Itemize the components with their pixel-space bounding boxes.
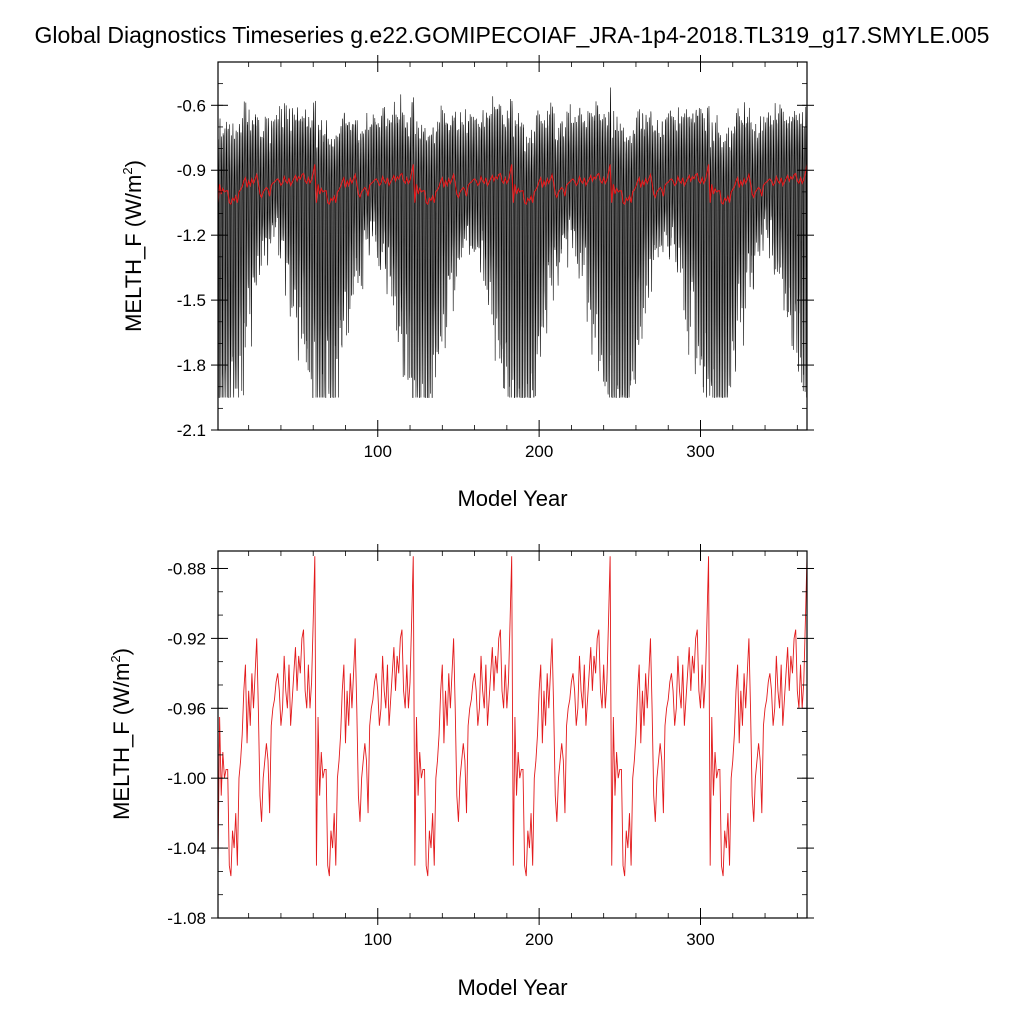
y-tick-label: -0.92: [167, 629, 206, 648]
y-tick-label: -2.1: [177, 421, 206, 440]
bottom-panel-y-axis-label-superscript: 2: [108, 655, 123, 662]
y-tick-label: -1.8: [177, 356, 206, 375]
bottom-panel-y-axis-label-main: MELTH_F (W/m: [109, 663, 134, 820]
top-panel-traces: [218, 87, 807, 398]
y-tick-label: -0.6: [177, 96, 206, 115]
y-tick-label: -1.08: [167, 909, 206, 928]
x-tick-label: 200: [525, 442, 553, 461]
top-panel-x-axis-label: Model Year: [457, 486, 567, 511]
bottom-panel-frame: [217, 550, 808, 919]
bottom-panel-ticks: 100 200 300 -1.08 -1.04 -1.00 -0.96 -0.92 -0.88: [167, 544, 814, 949]
chart-title: Global Diagnostics Timeseries g.e22.GOMI…: [34, 22, 990, 48]
top-panel-y-axis-label: MELTH_F (W/m2): [120, 160, 146, 332]
top-panel-ticks: 100 200 300 -2.1 -1.8 -1.5 -1.2 -0.9 -0.6: [177, 55, 814, 461]
x-tick-label: 100: [364, 442, 392, 461]
bottom-panel-y-axis-label-close: ): [109, 648, 134, 655]
y-tick-label: -1.00: [167, 769, 206, 788]
bottom-panel: 100 200 300-1.08-1.04-1.00-0.96-0.92-0.88 …: [108, 544, 814, 1000]
monthly-raw-series-line: [218, 87, 807, 398]
top-panel-frame: [217, 61, 808, 431]
top-panel-y-axis-label-main: MELTH_F (W/m: [121, 175, 146, 332]
y-tick-label: -1.04: [167, 839, 206, 858]
x-tick-label: 200: [525, 930, 553, 949]
top-panel: 100 200 300 -2.1 -1.8 -1.5 -1.2 -0.9 -0.6 Model …: [120, 55, 814, 511]
bottom-panel-y-axis-label: MELTH_F (W/m2): [108, 648, 134, 820]
y-tick-label: -1.5: [177, 291, 206, 310]
top-panel-y-axis-label-close: ): [121, 160, 146, 167]
annual-mean-series-line: [218, 556, 807, 877]
y-tick-label: -0.96: [167, 699, 206, 718]
bottom-panel-traces: [218, 556, 807, 877]
top-panel-y-axis-label-superscript: 2: [120, 167, 135, 174]
y-tick-label: -0.9: [177, 161, 206, 180]
x-tick-label: 300: [686, 930, 714, 949]
y-tick-label: -1.2: [177, 226, 206, 245]
x-tick-label: 300: [686, 442, 714, 461]
annual-mean-series-line: [218, 164, 807, 205]
x-tick-label: 100: [364, 930, 392, 949]
y-tick-label: -0.88: [167, 559, 206, 578]
bottom-panel-x-axis-label: Model Year: [457, 975, 567, 1000]
